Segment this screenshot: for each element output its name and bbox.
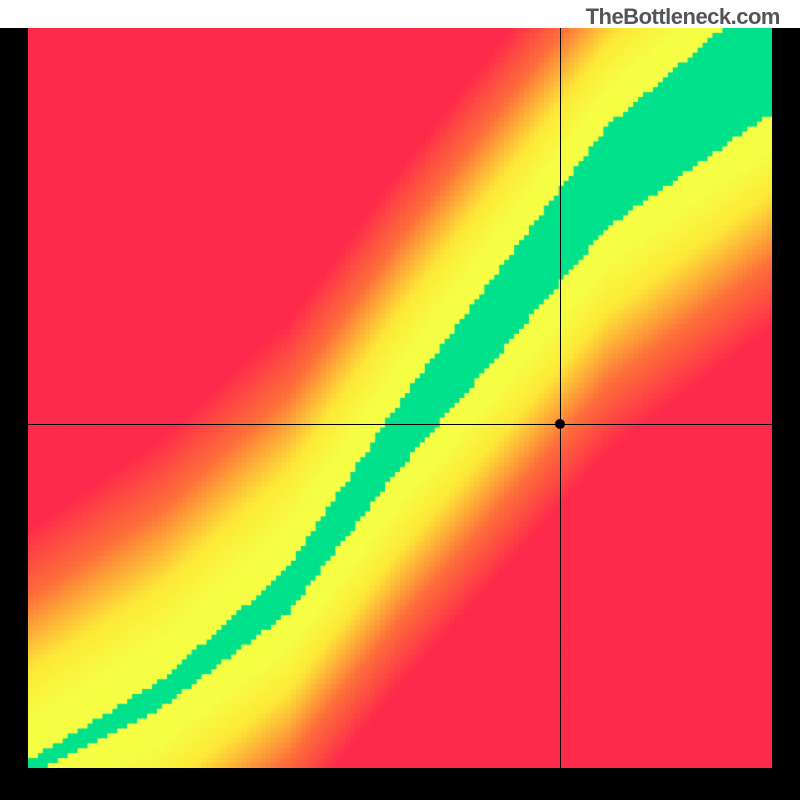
- chart-outer-border: [0, 28, 800, 800]
- chart-plot-area: [28, 28, 772, 768]
- watermark-text: TheBottleneck.com: [586, 4, 780, 30]
- bottleneck-heatmap-canvas: [28, 28, 772, 768]
